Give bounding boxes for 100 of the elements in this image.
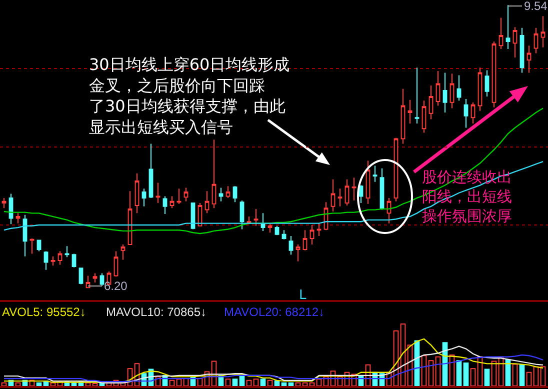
candlestick bbox=[162, 196, 168, 215]
bar bbox=[15, 382, 21, 386]
candlestick bbox=[316, 222, 322, 237]
candlestick bbox=[134, 172, 140, 214]
candlestick bbox=[372, 165, 378, 182]
bar bbox=[92, 383, 98, 386]
candlestick bbox=[50, 256, 56, 266]
bar bbox=[491, 360, 497, 386]
annotation: 6.20 bbox=[104, 279, 128, 293]
candlestick bbox=[540, 16, 546, 48]
bar bbox=[484, 368, 490, 386]
bar bbox=[260, 378, 266, 386]
bar bbox=[274, 380, 280, 386]
text: AVOL5: 95552↓ bbox=[2, 305, 86, 319]
candlestick bbox=[450, 73, 454, 109]
bar bbox=[309, 382, 315, 386]
bar bbox=[316, 378, 322, 386]
candlestick bbox=[58, 250, 62, 266]
candlestick bbox=[72, 253, 76, 268]
candlestick bbox=[142, 188, 146, 207]
candlestick bbox=[156, 182, 160, 204]
bar bbox=[246, 380, 252, 386]
candlestick bbox=[288, 236, 294, 256]
candlestick bbox=[484, 70, 490, 97]
candlestick bbox=[464, 98, 468, 128]
candlestick bbox=[204, 190, 210, 214]
bar bbox=[225, 378, 231, 386]
candlestick bbox=[344, 178, 350, 206]
bar bbox=[232, 378, 238, 386]
candlestick bbox=[170, 196, 174, 209]
candlestick bbox=[226, 186, 230, 198]
candlestick bbox=[352, 177, 356, 201]
bar bbox=[169, 380, 175, 386]
candlestick bbox=[240, 200, 244, 230]
candlestick bbox=[148, 143, 154, 198]
candlestick bbox=[254, 208, 258, 226]
candlestick bbox=[422, 100, 426, 134]
bar bbox=[267, 380, 273, 386]
bar bbox=[435, 356, 441, 386]
bar bbox=[456, 360, 462, 386]
candlestick bbox=[268, 224, 272, 234]
candlestick bbox=[212, 139, 216, 209]
candlestick bbox=[436, 70, 440, 106]
candlestick bbox=[506, 4, 510, 50]
candlestick bbox=[22, 214, 28, 257]
bar bbox=[295, 382, 301, 386]
candlestick bbox=[400, 88, 406, 144]
candlestick bbox=[526, 45, 532, 74]
candlestick bbox=[428, 84, 434, 120]
annotation: 9.54 bbox=[524, 0, 548, 13]
text: MAVOL10: 70865↓ bbox=[106, 305, 207, 319]
bar bbox=[253, 378, 259, 386]
candlestick bbox=[366, 160, 370, 204]
bar bbox=[36, 382, 42, 386]
candlestick bbox=[232, 186, 238, 203]
candlestick bbox=[414, 67, 420, 124]
candlestick bbox=[408, 99, 412, 124]
bar bbox=[176, 378, 182, 386]
bar bbox=[288, 382, 294, 386]
bar bbox=[519, 364, 525, 386]
bar bbox=[512, 364, 518, 386]
annotation: L bbox=[299, 288, 307, 303]
candlestick bbox=[86, 275, 90, 288]
candlestick bbox=[338, 188, 342, 207]
candlestick bbox=[92, 272, 98, 284]
candlestick bbox=[16, 212, 20, 224]
annotation: 30日均线上穿60日均线形成金叉，之后股价向下回踩了30日均线获得支撑，由此显示出短线买入信号 bbox=[89, 55, 290, 136]
text: MAVOL20: 68212↓ bbox=[224, 305, 325, 319]
candlestick bbox=[302, 230, 308, 251]
bar bbox=[281, 382, 287, 386]
bar bbox=[302, 382, 308, 386]
bar bbox=[526, 372, 532, 386]
candlestick bbox=[520, 27, 524, 74]
candlestick bbox=[310, 224, 314, 245]
candlestick bbox=[478, 67, 482, 112]
candlestick bbox=[296, 244, 300, 262]
bar bbox=[428, 360, 434, 386]
candlestick bbox=[274, 225, 280, 236]
candlestick bbox=[114, 250, 118, 278]
candlestick bbox=[498, 17, 504, 50]
candlestick bbox=[120, 244, 126, 260]
candlestick bbox=[282, 230, 286, 240]
candlestick bbox=[128, 190, 132, 245]
candlestick bbox=[330, 178, 336, 212]
candlestick bbox=[176, 188, 182, 204]
candlestick bbox=[30, 238, 34, 254]
candlestick bbox=[534, 27, 538, 54]
candlestick bbox=[44, 250, 48, 270]
candlestick bbox=[380, 168, 384, 210]
candlestick bbox=[492, 40, 496, 108]
candlestick bbox=[456, 74, 462, 102]
candlestick bbox=[260, 212, 266, 232]
candlestick bbox=[442, 72, 448, 114]
bar bbox=[470, 368, 476, 386]
candlestick bbox=[64, 246, 70, 258]
candlestick bbox=[78, 268, 84, 285]
bar bbox=[463, 362, 469, 386]
candlestick bbox=[184, 187, 188, 202]
candlestick bbox=[218, 187, 224, 202]
candlestick bbox=[470, 102, 476, 124]
